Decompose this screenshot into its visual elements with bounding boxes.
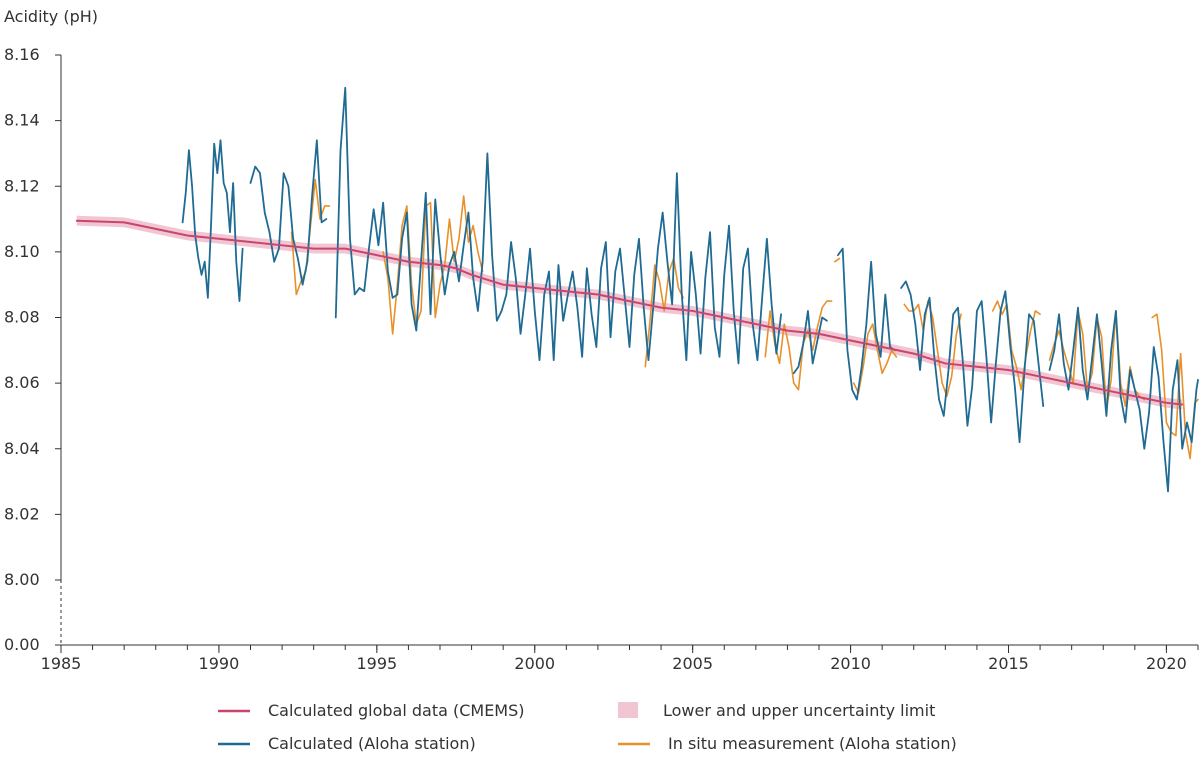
legend-label: In situ measurement (Aloha station): [668, 734, 957, 753]
series-calculated-aloha-line: [1048, 306, 1199, 493]
x-tick-label: 2005: [672, 654, 713, 673]
y-tick-label: 8.04: [4, 439, 40, 458]
uncertainty-band-layer: [76, 215, 1183, 410]
series-calculated-aloha-line: [792, 310, 828, 375]
y-tick-label: 8.12: [4, 176, 40, 195]
y-tick-label: 8.00: [4, 570, 40, 589]
y-tick-label: 8.10: [4, 242, 40, 261]
series-global-cmems-line: [75, 219, 1184, 406]
x-tick-label: 2010: [830, 654, 871, 673]
series-calculated-aloha-line: [900, 280, 1045, 444]
axes-layer: 8.16 8.14 8.12 8.10 8.08 8.06 8.04 8.02 8.00 0.00…: [4, 45, 1199, 673]
x-tick-label: 1995: [356, 654, 397, 673]
legend-swatch-band: [618, 702, 638, 718]
y-tick-label: 8.14: [4, 111, 40, 130]
uncertainty-band: [76, 215, 1183, 410]
series-calculated-aloha-line: [249, 139, 328, 286]
x-tick-label: 2020: [1146, 654, 1187, 673]
y-axis-title: Acidity (pH): [4, 7, 98, 26]
y-tick-label: 8.08: [4, 308, 40, 327]
y-tick-label: 8.02: [4, 504, 40, 523]
series-calculated-aloha-line: [837, 247, 896, 401]
y-tick-label: 8.16: [4, 45, 40, 64]
y-tick-label: 8.06: [4, 373, 40, 392]
x-tick-label: 1990: [199, 654, 240, 673]
legend-label: Calculated (Aloha station): [268, 734, 476, 753]
series-insitu-aloha-line: [290, 178, 331, 296]
series-insitu-aloha-line: [644, 257, 684, 368]
legend-label: Calculated global data (CMEMS): [268, 701, 525, 720]
series-insitu-aloha-line: [833, 257, 841, 263]
legend-label: Lower and upper uncertainty limit: [663, 701, 935, 720]
series-calculated-aloha-line: [334, 86, 782, 365]
x-tick-label: 2015: [988, 654, 1029, 673]
x-tick-label: 1985: [41, 654, 82, 673]
y-tick-label-zero: 0.00: [4, 635, 40, 654]
series-calculated-aloha-line: [181, 139, 244, 302]
x-tick-label: 2000: [514, 654, 555, 673]
legend: Calculated global data (CMEMS) Lower and …: [218, 701, 957, 753]
series-layer: [75, 86, 1199, 493]
series-insitu-aloha-line: [852, 323, 898, 394]
